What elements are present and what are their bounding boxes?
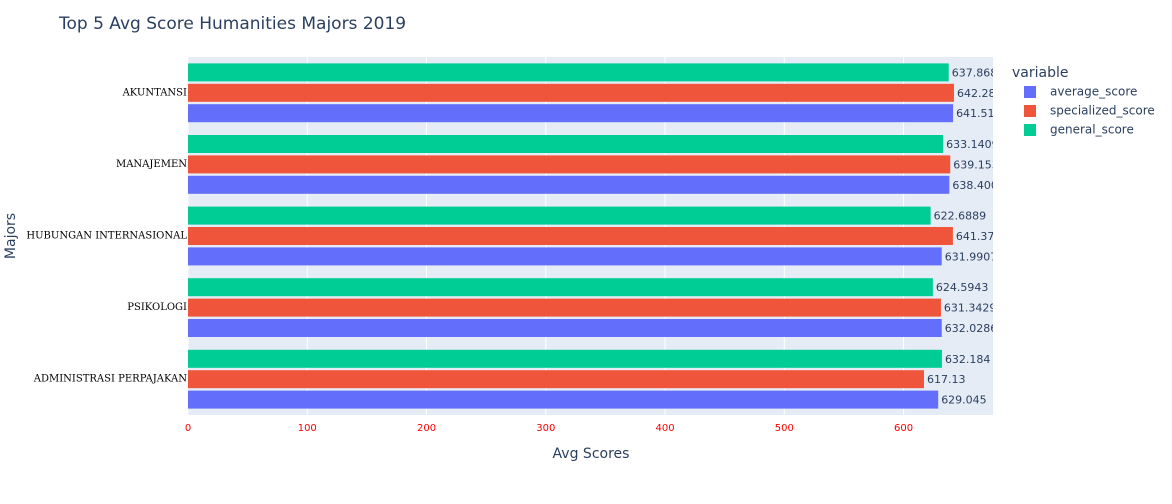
value-label: 622.6889 (934, 210, 987, 223)
bar (188, 390, 939, 409)
x-tick-label: 300 (536, 423, 555, 434)
bar (188, 206, 931, 225)
chart-title: Top 5 Avg Score Humanities Majors 2019 (58, 14, 406, 34)
bar (188, 349, 942, 368)
y-tick-label: MANAJEMEN (116, 159, 187, 170)
value-label: 632.0286 (945, 322, 998, 335)
value-label: 629.045 (941, 394, 987, 407)
y-tick-label: PSIKOLOGI (127, 302, 187, 313)
bar (188, 319, 942, 337)
y-tick-label: ADMINISTRASI PERPAJAKAN (33, 374, 187, 385)
value-label: 641.5143 (956, 107, 1009, 120)
legend-label: average_score (1050, 85, 1137, 99)
legend-title: variable (1012, 65, 1068, 81)
x-tick-label: 200 (417, 423, 436, 434)
y-tick-label: AKUNTANSI (122, 87, 187, 98)
bar (188, 278, 933, 297)
bar (188, 227, 953, 245)
bar (188, 155, 951, 174)
value-label: 631.9907 (945, 250, 998, 263)
legend-swatch (1024, 105, 1036, 117)
value-label: 639.1538 (953, 158, 1006, 171)
value-label: 637.8684 (952, 66, 1005, 79)
legend-swatch (1024, 124, 1036, 136)
y-axis-title: Majors (3, 213, 19, 259)
value-label: 638.4007 (952, 179, 1005, 192)
value-label: 633.1409 (946, 138, 999, 151)
bar (188, 370, 924, 389)
value-label: 624.5943 (936, 281, 989, 294)
value-label: 617.13 (927, 373, 966, 386)
bars: 641.5143 642.2857 637.8684 638.4007 639.1538… (188, 63, 1010, 409)
x-axis-title: Avg Scores (553, 446, 630, 462)
bar (188, 175, 950, 194)
legend-label: general_score (1050, 123, 1134, 137)
bar (188, 135, 944, 153)
x-tick-label: 500 (775, 423, 794, 434)
bar (188, 83, 954, 102)
legend-swatch (1024, 86, 1036, 98)
bar (188, 104, 954, 123)
x-tick-label: 400 (655, 423, 674, 434)
y-tick-label: HUBUNGAN INTERNASIONAL (26, 231, 187, 242)
x-tick-label: 0 (185, 423, 191, 434)
bar (188, 63, 949, 82)
bar (188, 247, 942, 266)
value-label: 632.184 (945, 353, 991, 366)
x-tick-label: 600 (894, 423, 913, 434)
value-label: 642.2857 (957, 87, 1010, 100)
value-label: 641.3704 (956, 230, 1009, 243)
value-label: 631.3429 (944, 302, 997, 315)
x-tick-label: 100 (298, 423, 317, 434)
legend-label: specialized_score (1050, 104, 1155, 118)
bar (188, 298, 941, 317)
